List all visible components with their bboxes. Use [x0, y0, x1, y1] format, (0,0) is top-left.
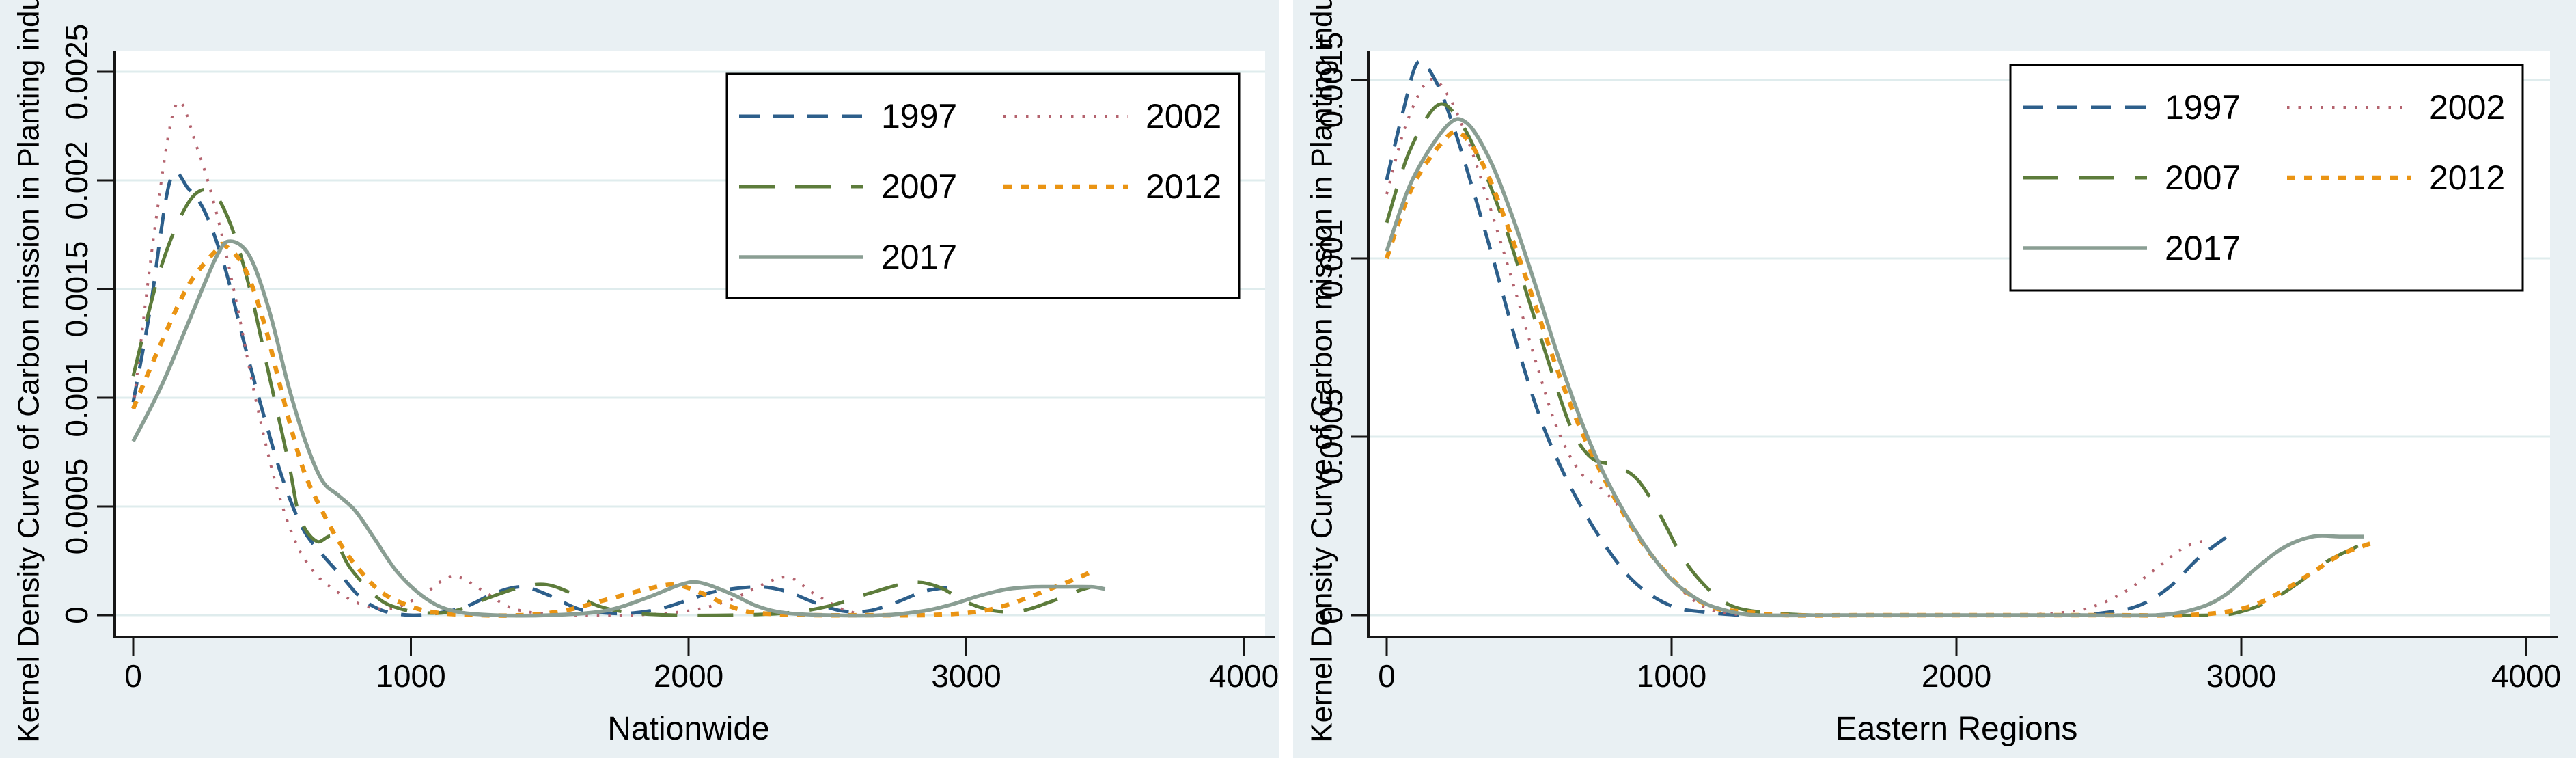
x-tick-label: 1000	[376, 658, 445, 694]
y-axis-title: Kernel Density Curve of Carbon mission i…	[1305, 0, 1339, 743]
chart-svg-eastern-regions: 0 0.0005 0.001 0.0015 0 1000 2000 3000 4000 Easte…	[1293, 0, 2576, 758]
x-tick-label: 4000	[1209, 658, 1279, 694]
legend-label-2002: 2002	[2429, 88, 2505, 126]
y-tick-label: 0.002	[59, 141, 94, 219]
series-2007-line	[1385, 102, 2370, 617]
legend-label-2012: 2012	[2429, 159, 2505, 197]
series-1997-line	[1385, 59, 2228, 617]
legend-label-1997: 1997	[881, 97, 957, 135]
y-tick-label: 0.001	[59, 358, 94, 437]
x-axis-title: Eastern Regions	[1836, 711, 2078, 747]
legend-label-1997: 1997	[2165, 88, 2241, 126]
series-2007-line	[131, 188, 1092, 617]
x-tick-label: 4000	[2491, 658, 2561, 694]
x-tick-label: 3000	[931, 658, 1001, 694]
legend-label-2017: 2017	[881, 238, 957, 276]
x-tick-label: 0	[1378, 658, 1396, 694]
y-tick-label: 0.0025	[59, 24, 94, 120]
x-tick-label: 2000	[654, 658, 723, 694]
x-axis-title: Nationwide	[607, 711, 769, 747]
kernel-density-chart-eastern-regions: 0 0.0005 0.001 0.0015 0 1000 2000 3000 4000 Easte…	[1293, 0, 2576, 758]
x-tick-label: 2000	[1922, 658, 1991, 694]
y-tick-label: 0.001	[1314, 219, 1349, 297]
x-tick-label: 0	[124, 658, 142, 694]
legend-label-2007: 2007	[881, 167, 957, 206]
y-tick-label: 0	[59, 606, 94, 624]
legend-box: 1997 2002 2007 2012 2017	[725, 72, 1241, 299]
legend-label-2017: 2017	[2165, 229, 2241, 267]
series-2017-line	[131, 239, 1106, 618]
legend-label-2007: 2007	[2165, 159, 2241, 197]
series-2017-line	[1385, 117, 2364, 618]
y-tick-label: 0.0015	[59, 241, 94, 338]
y-axis-title: Kernel Density Curve of Carbon mission i…	[12, 0, 46, 743]
y-tick-label: 0.0005	[1314, 389, 1349, 485]
x-tick-label: 1000	[1637, 658, 1706, 694]
legend-box: 1997 2002 2007 2012 2017	[2009, 64, 2524, 292]
y-tick-label: 0.0005	[59, 459, 94, 555]
y-tick-label: 0.0015	[1314, 32, 1349, 128]
kernel-density-chart-nationwide: 0 0.0005 0.001 0.0015 0.002 0.0025 0 1000 2000 30…	[0, 0, 1279, 758]
legend-label-2002: 2002	[1146, 97, 1221, 135]
y-tick-label: 0	[1314, 606, 1349, 624]
x-tick-label: 3000	[2206, 658, 2276, 694]
chart-svg-nationwide: 0 0.0005 0.001 0.0015 0.002 0.0025 0 1000 2000 30…	[0, 0, 1279, 758]
legend-label-2012: 2012	[1146, 167, 1221, 206]
